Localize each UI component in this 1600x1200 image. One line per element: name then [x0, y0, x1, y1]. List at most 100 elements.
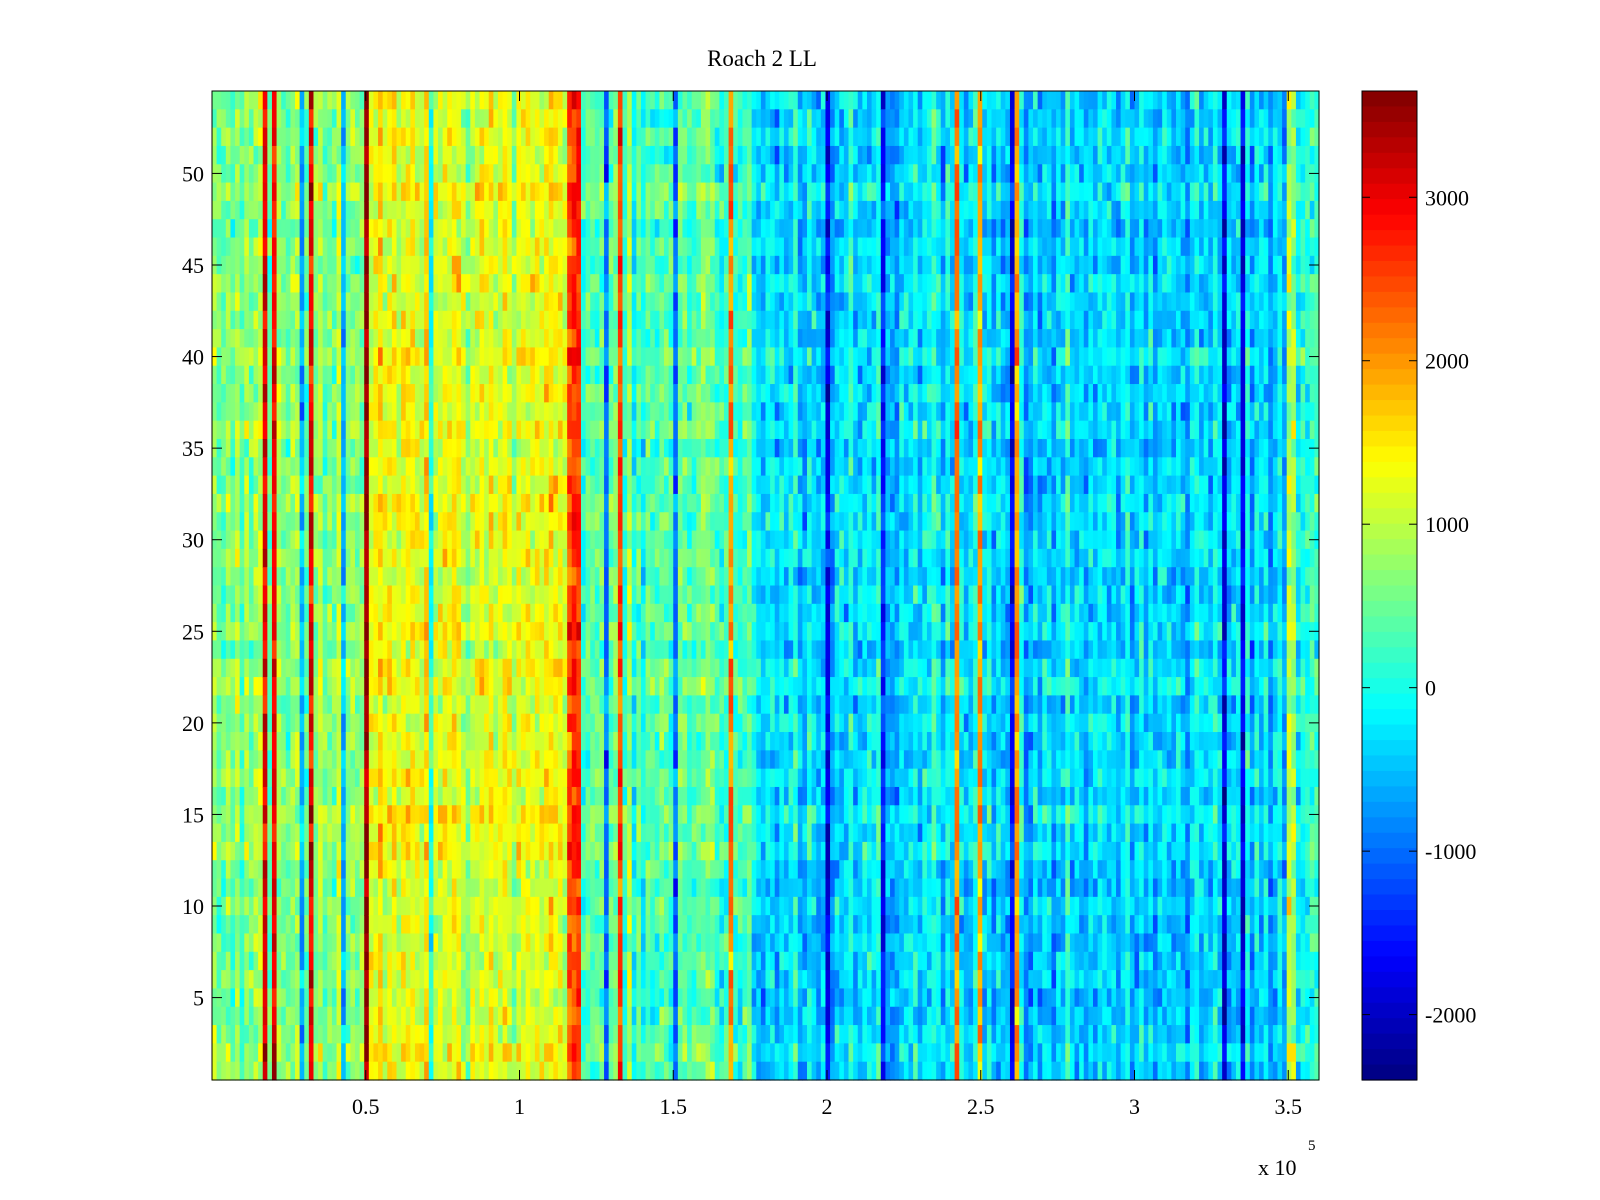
- heatmap-cell: [354, 182, 361, 202]
- heatmap-cell: [497, 475, 504, 495]
- heatmap-cell: [484, 548, 490, 568]
- heatmap-cell: [322, 310, 328, 330]
- heatmap-cell: [461, 548, 467, 568]
- heatmap-cell: [511, 768, 518, 788]
- heatmap-cell: [239, 530, 245, 550]
- heatmap-cell: [534, 768, 541, 788]
- heatmap-cell: [235, 988, 241, 1008]
- heatmap-cell: [262, 457, 268, 477]
- heatmap-cell: [244, 182, 250, 202]
- heatmap-cell: [511, 384, 518, 403]
- heatmap-cell: [599, 182, 605, 202]
- heatmap-cell: [484, 567, 490, 587]
- heatmap-cell: [631, 658, 637, 678]
- heatmap-cell: [539, 970, 545, 990]
- heatmap-cell: [230, 658, 236, 678]
- heatmap-cell: [479, 1006, 485, 1026]
- heatmap-cell: [276, 91, 282, 110]
- heatmap-cell: [525, 384, 531, 403]
- heatmap-cell: [327, 1025, 333, 1044]
- heatmap-cell: [396, 805, 402, 825]
- heatmap-cell: [304, 896, 310, 916]
- heatmap-cell: [276, 438, 282, 458]
- heatmap-cell: [465, 457, 471, 477]
- heatmap-cell: [373, 365, 379, 385]
- heatmap-cell: [442, 970, 448, 990]
- heatmap-cell: [594, 878, 601, 898]
- heatmap-cell: [465, 365, 471, 385]
- heatmap-cell: [299, 255, 305, 275]
- heatmap-cell: [433, 951, 439, 971]
- heatmap-cell: [373, 493, 379, 513]
- heatmap-cell: [262, 91, 268, 110]
- heatmap-cell: [391, 805, 398, 825]
- heatmap-cell: [447, 237, 453, 257]
- heatmap-cell: [636, 438, 642, 458]
- heatmap-cell: [576, 310, 582, 330]
- heatmap-cell: [548, 860, 554, 880]
- heatmap-cell: [581, 292, 587, 312]
- heatmap-cell: [244, 292, 250, 312]
- heatmap-cell: [271, 384, 278, 403]
- heatmap-cell: [553, 91, 559, 110]
- heatmap-cell: [419, 933, 425, 953]
- heatmap-cell: [534, 347, 541, 367]
- heatmap-cell: [290, 896, 296, 916]
- heatmap-cell: [248, 292, 255, 312]
- heatmap-cell: [405, 420, 411, 440]
- heatmap-cell: [581, 567, 587, 587]
- heatmap-cell: [299, 750, 305, 770]
- heatmap-cell: [636, 530, 642, 550]
- heatmap-cell: [281, 237, 287, 257]
- heatmap-cell: [295, 603, 301, 623]
- heatmap-cell: [585, 475, 591, 495]
- heatmap-cell: [438, 438, 444, 458]
- heatmap-cell: [516, 695, 522, 715]
- heatmap-cell: [336, 732, 342, 751]
- heatmap-cell: [424, 933, 430, 953]
- heatmap-cell: [594, 329, 601, 348]
- heatmap-cell: [484, 768, 490, 788]
- heatmap-cell: [230, 732, 236, 751]
- heatmap-cell: [345, 732, 351, 751]
- heatmap-cell: [322, 841, 328, 861]
- heatmap-cell: [341, 438, 347, 458]
- heatmap-cell: [594, 91, 601, 110]
- heatmap-cell: [216, 841, 222, 861]
- heatmap-cell: [359, 970, 365, 990]
- heatmap-cell: [474, 475, 481, 495]
- heatmap-cell: [396, 603, 402, 623]
- heatmap-cell: [359, 896, 365, 916]
- heatmap-cell: [488, 164, 494, 184]
- heatmap-cell: [216, 768, 222, 788]
- heatmap-cell: [451, 567, 458, 587]
- heatmap-cell: [631, 1025, 637, 1044]
- heatmap-cell: [521, 658, 527, 678]
- heatmap-cell: [479, 603, 485, 623]
- heatmap-cell: [604, 567, 610, 587]
- heatmap-cell: [493, 237, 499, 257]
- heatmap-cell: [433, 512, 439, 532]
- heatmap-cell: [345, 91, 351, 110]
- heatmap-cell: [497, 1025, 504, 1044]
- heatmap-cell: [225, 658, 232, 678]
- heatmap-cell: [350, 1006, 356, 1026]
- heatmap-cell: [447, 1061, 453, 1081]
- heatmap-cell: [267, 988, 273, 1008]
- heatmap-cell: [438, 988, 444, 1008]
- heatmap-cell: [368, 329, 375, 348]
- heatmap-cell: [424, 182, 430, 202]
- heatmap-cell: [410, 402, 416, 422]
- heatmap-cell: [313, 292, 319, 312]
- heatmap-cell: [488, 622, 494, 642]
- heatmap-cell: [585, 310, 591, 330]
- heatmap-cell: [474, 786, 481, 806]
- heatmap-cell: [562, 1043, 568, 1063]
- heatmap-cell: [502, 1006, 508, 1026]
- heatmap-cell: [405, 109, 411, 129]
- heatmap-cell: [391, 713, 398, 733]
- heatmap-cell: [322, 512, 328, 532]
- heatmap-cell: [235, 255, 241, 275]
- heatmap-cell: [516, 896, 522, 916]
- heatmap-cell: [456, 970, 462, 990]
